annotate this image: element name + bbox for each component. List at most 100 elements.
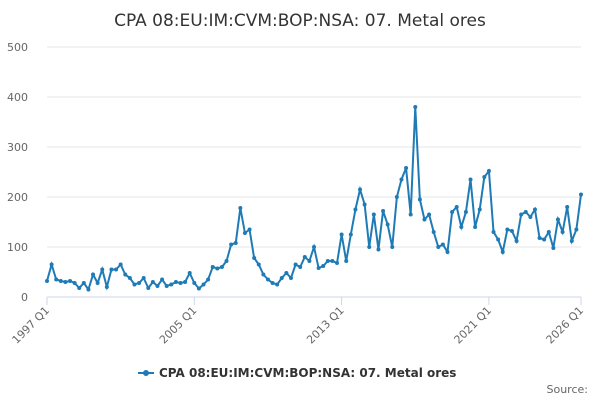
chart-title: CPA 08:EU:IM:CVM:BOP:NSA: 07. Metal ores <box>114 11 486 31</box>
point <box>63 280 68 284</box>
point <box>86 287 91 292</box>
point <box>192 281 197 285</box>
point <box>233 241 238 245</box>
point <box>468 177 473 182</box>
y-tick-label: 300 <box>7 141 28 154</box>
point <box>385 222 390 227</box>
point <box>72 281 77 285</box>
point <box>371 212 376 217</box>
point <box>256 262 261 267</box>
point <box>440 242 445 247</box>
point <box>542 237 547 242</box>
point <box>348 232 353 237</box>
point <box>528 215 533 219</box>
point <box>399 177 404 182</box>
point <box>81 281 86 285</box>
point <box>224 259 229 263</box>
y-tick-label: 500 <box>7 41 28 54</box>
x-tick-label: 2005 Q1 <box>157 304 200 347</box>
point <box>146 286 151 290</box>
point <box>196 286 201 291</box>
point <box>491 230 496 234</box>
point <box>279 276 284 280</box>
point <box>427 212 432 217</box>
point <box>206 277 211 282</box>
source: Source: <box>547 383 589 396</box>
point <box>316 266 321 270</box>
point <box>417 197 422 202</box>
point <box>362 202 367 207</box>
y-tick-label: 0 <box>21 291 28 304</box>
point <box>242 231 247 235</box>
point <box>551 246 556 250</box>
point <box>100 267 105 272</box>
point <box>127 276 132 280</box>
point <box>358 187 363 192</box>
x-tick-label: 2013 Q1 <box>304 304 347 347</box>
point <box>45 279 49 283</box>
point <box>565 205 570 209</box>
point <box>390 245 395 249</box>
point <box>537 236 542 240</box>
point <box>312 245 316 249</box>
point <box>265 277 270 282</box>
point <box>367 245 372 249</box>
point <box>339 232 344 237</box>
point <box>496 237 501 242</box>
x-tick-label: 1997 Q1 <box>10 304 53 347</box>
point <box>229 242 234 247</box>
point <box>574 227 579 232</box>
point <box>413 105 418 109</box>
point <box>288 276 293 280</box>
point <box>114 267 119 272</box>
x-tick-label: 2026 Q1 <box>544 304 587 347</box>
point <box>68 279 73 283</box>
point <box>330 259 335 263</box>
y-tick-label: 200 <box>7 191 28 204</box>
point <box>270 281 275 285</box>
point <box>54 277 59 282</box>
point <box>459 225 464 229</box>
legend-label: CPA 08:EU:IM:CVM:BOP:NSA: 07. Metal ores <box>159 366 456 380</box>
point <box>302 255 307 259</box>
point <box>408 212 413 217</box>
point <box>523 210 528 214</box>
point <box>183 280 188 284</box>
point <box>436 245 441 249</box>
point <box>160 277 165 282</box>
y-tick-label: 400 <box>7 91 28 104</box>
point <box>275 282 280 287</box>
point <box>422 217 427 222</box>
point <box>514 239 519 243</box>
point <box>509 229 514 233</box>
point <box>155 284 160 288</box>
point <box>555 217 560 222</box>
point <box>58 279 63 283</box>
point <box>298 265 303 269</box>
point <box>376 247 381 252</box>
x-tick-label: 2021 Q1 <box>452 304 495 347</box>
point <box>454 205 459 209</box>
point <box>104 285 109 289</box>
point <box>381 209 386 213</box>
point <box>109 267 114 272</box>
point <box>187 271 192 275</box>
point <box>477 207 482 212</box>
point <box>473 225 478 229</box>
point <box>95 281 100 285</box>
point <box>178 281 183 285</box>
point <box>344 259 349 263</box>
line <box>46 106 582 292</box>
point <box>215 266 220 271</box>
point <box>321 264 326 268</box>
point <box>150 280 155 284</box>
point <box>445 250 450 254</box>
point <box>118 262 123 267</box>
point <box>500 250 505 254</box>
point <box>532 207 537 212</box>
y-tick-label: 100 <box>7 241 28 254</box>
point <box>210 265 215 269</box>
point <box>353 207 358 212</box>
legend-marker <box>143 370 149 376</box>
point <box>394 195 399 199</box>
